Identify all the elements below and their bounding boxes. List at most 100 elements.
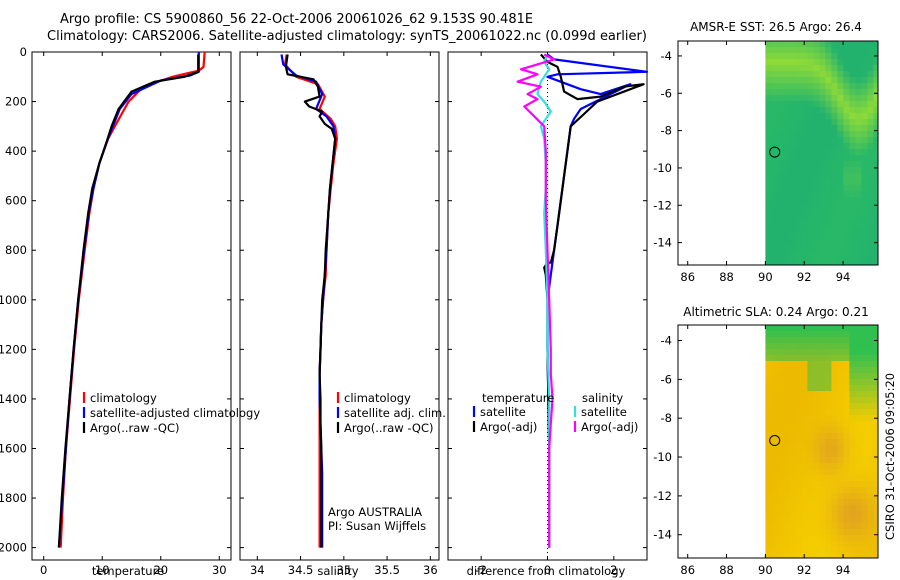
heat-cell [855, 95, 862, 102]
heat-cell [795, 95, 802, 102]
heat-cell [777, 445, 784, 452]
heat-cell [807, 71, 814, 78]
heat-cell [801, 221, 808, 228]
heat-cell [843, 325, 850, 332]
heat-cell [807, 409, 814, 416]
heat-cell [861, 161, 868, 168]
heat-cell [855, 421, 862, 428]
heat-cell [795, 209, 802, 216]
heat-cell [855, 77, 862, 84]
heat-cell [831, 481, 838, 488]
heat-cell [795, 125, 802, 132]
heat-cell [795, 65, 802, 72]
heat-cell [873, 517, 879, 524]
heat-cell [843, 251, 850, 258]
heat-cell [831, 227, 838, 234]
heat-cell [801, 83, 808, 90]
sst-panel-frame [677, 40, 879, 266]
heat-cell [765, 373, 772, 380]
heat-cell [777, 179, 784, 186]
heat-cell [777, 475, 784, 482]
heat-cell [855, 457, 862, 464]
heat-cell [813, 475, 820, 482]
heat-cell [789, 475, 796, 482]
heat-cell [843, 439, 850, 446]
heat-cell [873, 511, 879, 518]
heat-cell [771, 505, 778, 512]
heat-cell [873, 505, 879, 512]
heat-cell [807, 343, 814, 350]
heat-cell [765, 367, 772, 374]
heat-cell [783, 445, 790, 452]
heat-cell [777, 385, 784, 392]
heat-cell [777, 379, 784, 386]
x-tick-label: 34 [250, 563, 265, 577]
heat-cell [867, 203, 874, 210]
heat-cell [855, 239, 862, 246]
heat-cell [801, 397, 808, 404]
heat-cell [789, 391, 796, 398]
heat-cell [855, 227, 862, 234]
heat-cell [783, 233, 790, 240]
y-tick-label: -10 [653, 161, 672, 175]
heat-cell [867, 155, 874, 162]
heat-cell [813, 83, 820, 90]
heat-cell [777, 439, 784, 446]
heat-cell [873, 367, 879, 374]
heat-cell [771, 59, 778, 66]
heat-cell [849, 185, 856, 192]
heat-cell [777, 535, 784, 542]
heat-cell [801, 433, 808, 440]
heat-cell [807, 89, 814, 96]
heat-cell [873, 553, 879, 559]
heat-cell [777, 239, 784, 246]
heat-cell [819, 433, 826, 440]
heat-cell [771, 203, 778, 210]
heat-cell [831, 107, 838, 114]
heat-cell [801, 511, 808, 518]
heat-cell [777, 349, 784, 356]
heat-cell [843, 257, 850, 264]
heat-cell [777, 325, 784, 332]
heat-cell [819, 541, 826, 548]
heat-cell [861, 343, 868, 350]
heat-cell [837, 77, 844, 84]
heat-cell [861, 403, 868, 410]
heat-cell [789, 457, 796, 464]
heat-cell [867, 161, 874, 168]
heat-cell [837, 355, 844, 362]
heat-cell [831, 101, 838, 108]
heat-cell [837, 373, 844, 380]
heat-cell [867, 553, 874, 559]
heat-cell [831, 185, 838, 192]
heat-cell [849, 379, 856, 386]
heat-cell [777, 251, 784, 258]
heat-cell [855, 427, 862, 434]
heat-cell [789, 83, 796, 90]
heat-cell [789, 529, 796, 536]
heat-cell [807, 233, 814, 240]
heat-cell [867, 167, 874, 174]
heat-cell [855, 493, 862, 500]
heat-cell [795, 535, 802, 542]
heat-cell [777, 209, 784, 216]
heat-cell [765, 113, 772, 120]
heat-cell [837, 361, 844, 368]
heat-cell [849, 523, 856, 530]
heat-cell [855, 409, 862, 416]
heat-cell [831, 499, 838, 506]
heat-cell [801, 391, 808, 398]
heat-cell [843, 523, 850, 530]
heat-cell [843, 239, 850, 246]
heat-cell [843, 397, 850, 404]
heat-cell [855, 41, 862, 48]
heat-cell [801, 361, 808, 368]
y-tick-label: 1600 [0, 441, 27, 455]
heat-cell [819, 337, 826, 344]
heat-cell [807, 475, 814, 482]
heat-cell [777, 215, 784, 222]
heat-cell [873, 529, 879, 536]
heat-cell [807, 257, 814, 264]
heat-cell [831, 397, 838, 404]
heat-cell [819, 427, 826, 434]
